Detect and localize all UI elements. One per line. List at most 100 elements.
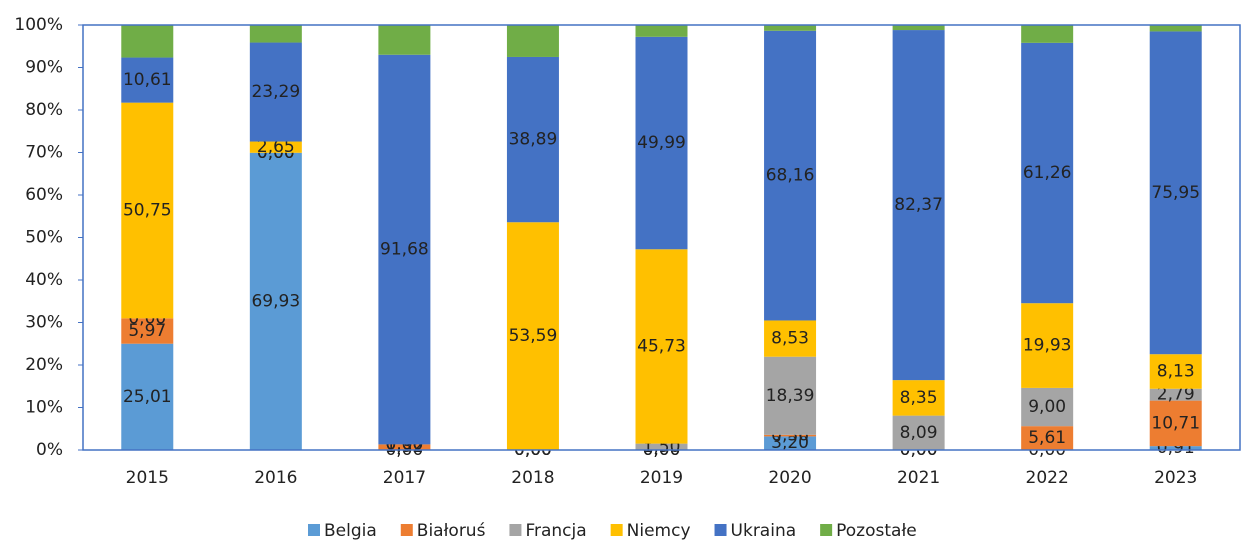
legend-label: Białoruś xyxy=(417,521,486,541)
bar-segment xyxy=(249,152,302,451)
bar-segment xyxy=(1021,42,1074,304)
bar-segment xyxy=(1021,387,1074,427)
data-label: 49,99 xyxy=(637,133,686,153)
x-tick-label: 2021 xyxy=(897,468,940,488)
y-tick-label: 90% xyxy=(25,58,63,78)
data-label: 91,68 xyxy=(380,240,429,260)
bar-segment xyxy=(1149,388,1202,401)
y-tick-label: 30% xyxy=(25,313,63,333)
bar-segment xyxy=(121,102,174,319)
y-tick-label: 60% xyxy=(25,185,63,205)
bar-segment xyxy=(249,42,302,142)
data-label: 10,71 xyxy=(1151,413,1200,433)
data-label: 2,79 xyxy=(1157,385,1195,405)
y-tick-label: 80% xyxy=(25,100,63,120)
data-label: 53,59 xyxy=(509,326,558,346)
plot-frame xyxy=(82,24,1241,451)
data-label: 8,09 xyxy=(900,423,938,443)
data-label: 5,97 xyxy=(128,321,166,341)
y-tick-label: 50% xyxy=(25,228,63,248)
bar-segment xyxy=(1021,303,1074,388)
legend-swatch xyxy=(308,524,320,536)
bar-segment xyxy=(378,54,431,445)
legend-label: Belgia xyxy=(324,521,377,541)
bar-segment xyxy=(1021,426,1074,450)
data-label: 8,35 xyxy=(900,388,938,408)
y-tick-label: 70% xyxy=(25,143,63,163)
bar-segment xyxy=(378,444,431,450)
data-label: 9,00 xyxy=(1028,397,1066,417)
bar-segment xyxy=(506,222,559,450)
data-label: 25,01 xyxy=(123,387,172,407)
legend-swatch xyxy=(509,524,522,536)
data-label: 8,13 xyxy=(1157,361,1195,381)
bar-segment xyxy=(764,30,817,321)
data-label: 82,37 xyxy=(894,195,943,215)
data-label: 68,16 xyxy=(766,166,815,186)
bar-segment xyxy=(121,318,174,344)
data-label: 38,89 xyxy=(509,130,558,150)
bar-segment xyxy=(1149,446,1202,450)
x-tick-label: 2015 xyxy=(126,468,169,488)
bar-segment xyxy=(764,25,817,31)
data-label: 75,95 xyxy=(1151,183,1200,203)
y-tick-label: 10% xyxy=(25,398,63,418)
bar-segment xyxy=(121,343,174,450)
data-label: 23,29 xyxy=(251,82,300,102)
bar-segment xyxy=(892,380,945,416)
data-label: 19,93 xyxy=(1023,336,1072,356)
y-tick-label: 40% xyxy=(25,270,63,290)
legend-label: Niemcy xyxy=(627,521,691,541)
bar-segment xyxy=(121,25,174,58)
legend-swatch xyxy=(400,524,413,536)
bar-segment xyxy=(506,56,559,223)
bar-segment xyxy=(249,25,302,43)
data-label: 8,53 xyxy=(771,329,809,349)
bar-segment xyxy=(378,25,431,55)
data-label: 45,73 xyxy=(637,336,686,356)
bar-segment xyxy=(1149,31,1202,355)
x-tick-label: 2016 xyxy=(254,468,297,488)
legend-swatch xyxy=(820,524,833,536)
data-label: 2,65 xyxy=(257,137,295,157)
data-label: 69,93 xyxy=(251,291,300,311)
bar-segment xyxy=(506,25,559,57)
bar-segment xyxy=(121,57,174,103)
data-label: 61,26 xyxy=(1023,163,1072,183)
bar-segment xyxy=(635,249,688,444)
bar-segment xyxy=(635,25,688,37)
legend-label: Pozostałe xyxy=(836,521,917,541)
legend-swatch xyxy=(714,524,727,536)
legend-swatch xyxy=(610,524,623,536)
bar-segment xyxy=(1149,400,1202,447)
y-tick-label: 20% xyxy=(25,355,63,375)
bar-segment xyxy=(1021,25,1074,43)
y-tick-label: 0% xyxy=(36,440,63,460)
bar-segment xyxy=(892,415,945,450)
bar-segment xyxy=(892,25,945,31)
bar-segment xyxy=(764,320,817,357)
data-label: 5,61 xyxy=(1028,428,1066,448)
bar-segment xyxy=(249,141,302,153)
x-tick-label: 2022 xyxy=(1026,468,1069,488)
x-tick-label: 2018 xyxy=(511,468,554,488)
bar-segment xyxy=(764,436,817,450)
x-tick-label: 2020 xyxy=(768,468,811,488)
bar-segment xyxy=(892,30,945,381)
legend-label: Ukraina xyxy=(731,521,797,541)
x-tick-label: 2023 xyxy=(1154,468,1197,488)
data-label: 18,39 xyxy=(766,386,815,406)
bar-segment xyxy=(1149,354,1202,389)
data-label: 3,20 xyxy=(771,433,809,453)
x-tick-label: 2019 xyxy=(640,468,683,488)
x-tick-label: 2017 xyxy=(383,468,426,488)
bar-segment xyxy=(635,36,688,250)
data-label: 10,61 xyxy=(123,70,172,90)
bar-segment xyxy=(764,434,817,437)
bar-segment xyxy=(764,356,817,435)
legend-label: Francja xyxy=(525,521,586,541)
data-label: 50,75 xyxy=(123,200,172,220)
bar-segment xyxy=(635,443,688,450)
y-tick-label: 100% xyxy=(14,15,63,35)
